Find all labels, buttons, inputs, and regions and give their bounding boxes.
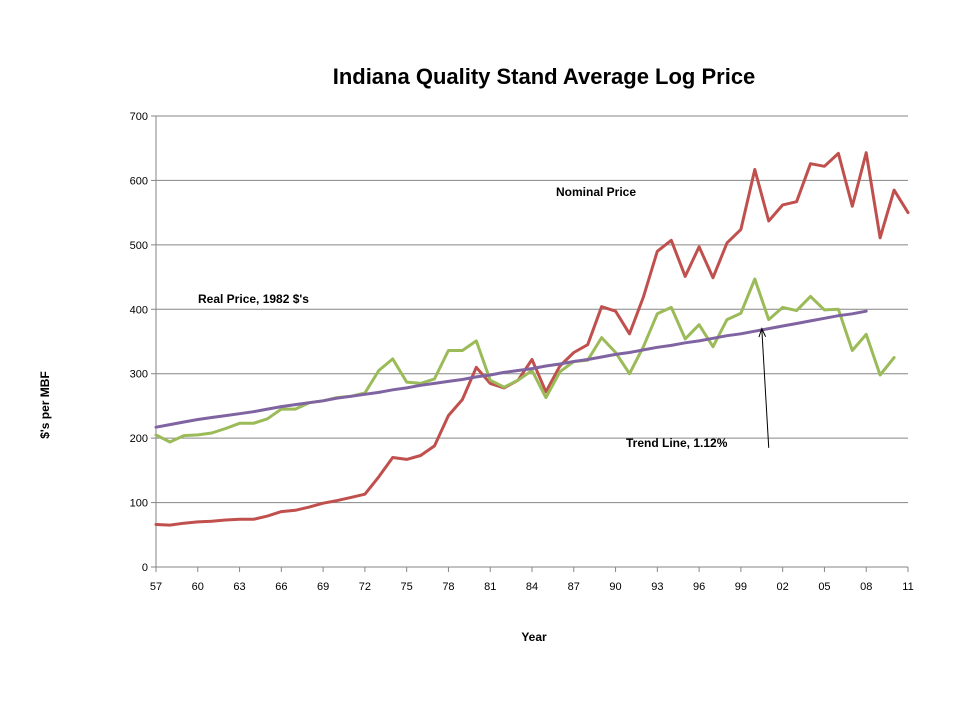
x-tick-label: 90 (609, 581, 621, 593)
real-price-label: Real Price, 1982 $'s (198, 292, 309, 306)
real-series-line (154, 277, 896, 444)
axes: 0 100 200 300 400 500 600 700 57 60 63 66 69 72 75 78 81… (130, 111, 914, 593)
x-tick-label: 02 (777, 581, 789, 593)
x-tick-label: 60 (192, 581, 204, 593)
y-tick-label: 200 (130, 433, 148, 445)
x-tick-label: 57 (150, 581, 162, 593)
trend-series-line (154, 309, 868, 429)
x-tick-label: 75 (401, 581, 413, 593)
chart-title: Indiana Quality Stand Average Log Price (333, 64, 756, 89)
nominal-price-label: Nominal Price (556, 185, 636, 199)
arrow-shaft (761, 328, 770, 448)
y-tick-label: 300 (130, 369, 148, 381)
series-lines (154, 151, 910, 527)
trend-line-label: Trend Line, 1.12% (626, 436, 728, 450)
x-tick-label: 99 (735, 581, 747, 593)
x-tick-label: 63 (233, 581, 245, 593)
x-tick-label: 93 (651, 581, 663, 593)
x-tick-label: 78 (442, 581, 454, 593)
y-tick-label: 400 (130, 304, 148, 316)
y-tick-label: 500 (130, 240, 148, 252)
x-tick-label: 08 (860, 581, 872, 593)
x-tick-label: 66 (275, 581, 287, 593)
y-tick-label: 100 (130, 498, 148, 510)
y-tick-label: 700 (130, 111, 148, 123)
arrow-head (758, 327, 767, 338)
nominal-series-line (154, 151, 910, 527)
x-tick-label: 72 (359, 581, 371, 593)
x-tick-label: 11 (902, 581, 913, 593)
x-tick-label: 81 (484, 581, 496, 593)
y-axis-label: $'s per MBF (38, 371, 52, 439)
x-tick-label: 87 (568, 581, 580, 593)
x-tick-label: 96 (693, 581, 705, 593)
x-axis-label: Year (521, 630, 547, 644)
x-tick-label: 05 (818, 581, 830, 593)
trend-arrow (758, 327, 770, 448)
x-tick-label: 84 (526, 581, 538, 593)
x-tick-label: 69 (317, 581, 329, 593)
y-tick-label: 0 (142, 562, 148, 574)
y-tick-label: 600 (130, 175, 148, 187)
